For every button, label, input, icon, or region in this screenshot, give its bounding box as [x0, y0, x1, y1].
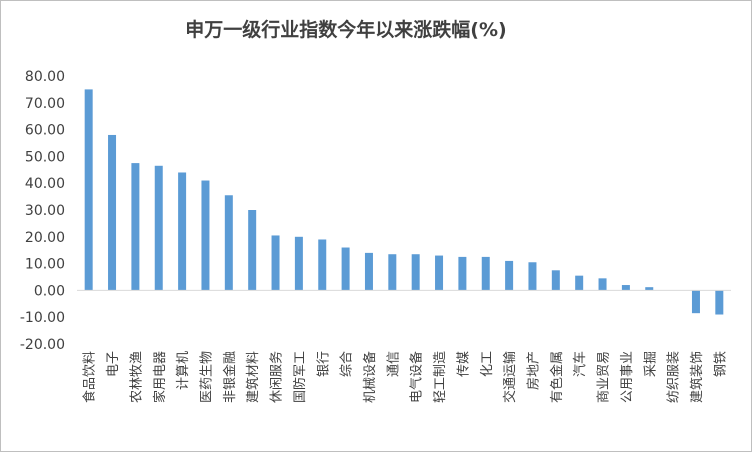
chart-title: 申万一级行业指数今年以来涨跌幅(%) [185, 19, 507, 41]
x-category-label: 计算机 [176, 351, 191, 390]
bar [528, 262, 537, 291]
bar [108, 134, 117, 291]
x-category-label: 农林牧渔 [129, 351, 144, 403]
y-tick-label: 30.00 [25, 203, 65, 219]
x-category-label: 商业贸易 [597, 351, 612, 403]
x-category-label: 汽车 [572, 351, 588, 377]
x-category-label: 通信 [386, 351, 401, 377]
x-axis-category-labels: 食品饮料 电子 农林牧渔 家用电器 计算机 医药生物 非银金融 建筑材料 休闲服务 国防军工 银行综… [82, 351, 729, 403]
bar [458, 256, 467, 291]
x-category-label: 传媒 [456, 351, 471, 377]
bar [481, 256, 490, 291]
x-category-label: 非银金融 [222, 351, 238, 403]
y-tick-label: 10.00 [25, 257, 65, 273]
x-category-label: 交通运输 [502, 351, 518, 403]
x-category-label: 电子 [106, 351, 121, 377]
y-tick-label: 80.00 [25, 69, 65, 85]
bar [248, 210, 257, 291]
y-tick-label: -20.00 [20, 337, 65, 353]
x-category-label: 医药生物 [199, 351, 214, 403]
y-tick-label: 40.00 [25, 176, 65, 192]
x-category-label: 化工 [480, 351, 495, 377]
x-category-label: 电气设备 [409, 351, 425, 403]
x-category-label: 银行 [316, 351, 331, 377]
x-category-label: 建筑材料 [245, 351, 261, 403]
bar [178, 172, 187, 291]
x-category-label: 综合 [340, 351, 355, 377]
bar-series [84, 89, 724, 315]
x-category-label: 食品饮料 [82, 351, 98, 403]
bar [715, 290, 724, 315]
x-category-label: 公用事业 [620, 351, 635, 403]
x-category-label: 轻工制造 [433, 351, 448, 403]
bar [411, 254, 420, 291]
x-category-label: 国防军工 [292, 351, 308, 403]
x-category-label: 纺织服装 [667, 351, 682, 403]
bar [621, 285, 630, 291]
bar [318, 239, 327, 291]
bar [435, 255, 444, 291]
bar [551, 270, 560, 291]
bar [691, 290, 700, 314]
bar [575, 275, 584, 291]
y-tick-label: 0.00 [34, 283, 65, 299]
x-category-label: 机械设备 [362, 351, 378, 403]
bar [598, 278, 607, 291]
y-tick-label: 60.00 [25, 123, 65, 139]
bar [388, 254, 397, 291]
x-category-label: 钢铁 [713, 351, 728, 377]
bar [224, 195, 233, 291]
bar [271, 235, 280, 291]
x-category-label: 家用电器 [152, 351, 168, 403]
x-category-label: 休闲服务 [269, 351, 285, 403]
bar [294, 236, 303, 291]
x-category-label: 采掘 [643, 351, 658, 377]
bar [364, 252, 373, 291]
y-tick-label: -10.00 [20, 310, 65, 326]
bar [505, 260, 514, 291]
bar [154, 165, 163, 291]
y-axis-tick-labels: 80.00 70.00 60.00 50.00 40.00 30.00 20.00 10.00… [20, 69, 65, 353]
bar [645, 287, 654, 291]
bar [131, 163, 140, 291]
bar [341, 247, 350, 291]
x-category-label: 有色金属 [549, 351, 565, 403]
x-category-label: 房地产 [525, 351, 541, 390]
y-tick-label: 70.00 [25, 96, 65, 112]
bar [201, 180, 210, 291]
y-tick-label: 50.00 [25, 149, 65, 165]
x-category-label: 建筑装饰 [689, 351, 705, 403]
y-tick-label: 20.00 [25, 230, 65, 246]
bar [84, 89, 93, 291]
